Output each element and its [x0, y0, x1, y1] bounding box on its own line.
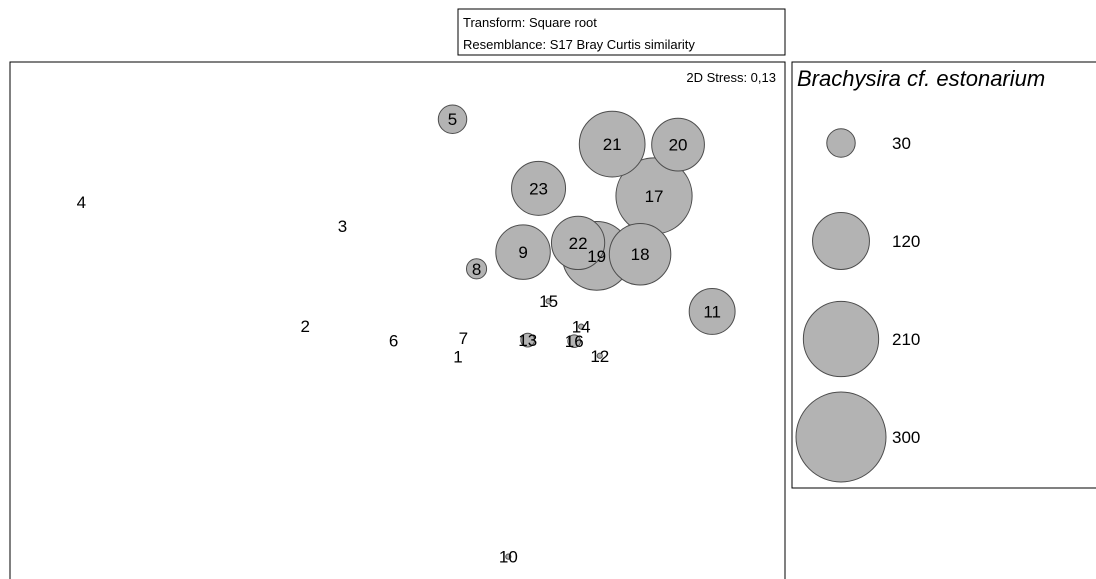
- point-label-1: 1: [453, 347, 462, 366]
- point-label-18: 18: [631, 245, 650, 264]
- bubble-13: [520, 332, 536, 348]
- bubble-10: [505, 553, 512, 560]
- point-label-21: 21: [603, 135, 622, 154]
- bubble-16: [567, 334, 582, 349]
- bubble-21: [578, 110, 646, 178]
- legend-bubble-210: [802, 300, 880, 378]
- legend-bubble-30: [826, 128, 856, 158]
- bubble-18: [608, 222, 672, 286]
- legend-label-30: 30: [892, 134, 911, 153]
- stress-label: 2D Stress: 0,13: [686, 70, 776, 85]
- bubble-22: [550, 215, 606, 271]
- legend-items: 30 120 210 300: [795, 128, 920, 483]
- point-label-4: 4: [77, 193, 86, 212]
- bubble-23: [511, 160, 567, 216]
- bubble-15: [545, 298, 552, 305]
- point-label-23: 23: [529, 179, 548, 198]
- point-label-6: 6: [389, 332, 398, 351]
- legend-frame: [791, 61, 1096, 489]
- point-label-20: 20: [669, 136, 688, 155]
- bubble-12: [596, 352, 603, 359]
- transform-label: Transform: Square root: [463, 15, 597, 30]
- legend-label-210: 210: [892, 330, 920, 349]
- point-label-12: 12: [590, 347, 609, 366]
- legend-label-300: 300: [892, 428, 920, 447]
- bubble-9: [495, 224, 551, 280]
- resemblance-label: Resemblance: S17 Bray Curtis similarity: [463, 37, 695, 52]
- point-label-5: 5: [448, 110, 457, 129]
- point-label-8: 8: [472, 260, 481, 279]
- bubble-8: [465, 258, 488, 280]
- point-label-10: 10: [499, 548, 518, 567]
- point-label-14: 14: [572, 318, 591, 337]
- bubble-14: [578, 323, 585, 330]
- bubble-11: [688, 288, 736, 335]
- point-label-17: 17: [645, 187, 664, 206]
- point-label-11: 11: [703, 302, 721, 321]
- point-label-3: 3: [338, 217, 347, 236]
- info-box: Transform: Square root Resemblance: S17 …: [457, 8, 786, 56]
- point-label-9: 9: [518, 243, 527, 262]
- bubble-20: [651, 117, 705, 172]
- point-label-19: 19: [587, 247, 606, 266]
- legend-bubble-120: [812, 212, 870, 270]
- bubbles-layer: [437, 104, 736, 560]
- point-label-13: 13: [518, 331, 537, 350]
- legend-title: Brachysira cf. estonarium: [797, 66, 1045, 91]
- plot-frame: [9, 61, 786, 579]
- legend-label-120: 120: [892, 232, 920, 251]
- point-label-15: 15: [539, 292, 558, 311]
- point-label-22: 22: [569, 234, 588, 253]
- point-label-2: 2: [301, 317, 310, 336]
- point-label-16: 16: [565, 332, 584, 351]
- legend: Brachysira cf. estonarium 30 120 210 300: [791, 61, 1096, 489]
- point-label-7: 7: [459, 329, 468, 348]
- legend-bubble-300: [795, 391, 887, 483]
- bubble-5: [437, 104, 468, 134]
